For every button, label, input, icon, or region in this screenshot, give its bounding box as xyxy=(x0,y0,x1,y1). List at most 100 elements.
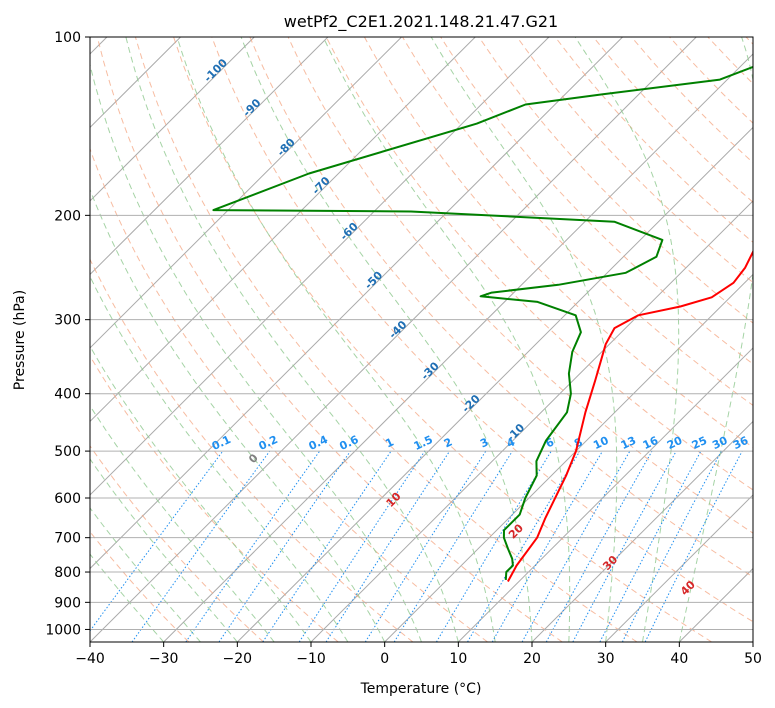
mixing-ratio-line xyxy=(90,450,224,632)
moist-adiabat-line xyxy=(90,507,201,642)
x-axis-label: Temperature (°C) xyxy=(360,681,482,697)
moist-adiabat-line xyxy=(322,37,571,642)
dry-adiabat-line xyxy=(96,37,563,642)
plot-frame xyxy=(89,36,754,643)
dry-adiabat-line xyxy=(554,37,753,243)
x-tick-label: 50 xyxy=(744,651,762,667)
moist-adiabat-line xyxy=(90,188,386,642)
isotherm-label: -30 xyxy=(419,359,442,382)
mixing-ratio-line xyxy=(393,450,513,642)
isotherm-line xyxy=(90,37,550,496)
isotherm-line xyxy=(531,420,753,642)
profiles xyxy=(212,65,753,582)
dry-adiabat-line xyxy=(707,37,753,85)
dry-adiabat-line xyxy=(287,37,753,534)
mixing-ratio-line xyxy=(298,450,426,642)
mixing-ratio-label: 13 xyxy=(619,434,638,452)
isotherm-line xyxy=(90,37,623,570)
pressure-grid xyxy=(90,37,753,630)
y-tick-label: 600 xyxy=(54,491,81,507)
dry-adiabat-line xyxy=(325,37,753,491)
isotherm-label: -100 xyxy=(201,56,230,85)
x-tick-label: 10 xyxy=(449,651,467,667)
mixing-ratio-line xyxy=(521,450,631,642)
mixing-ratio-line xyxy=(185,450,321,642)
moist-adiabat-line xyxy=(678,37,753,642)
y-tick-label: 200 xyxy=(54,208,81,224)
dry-adiabat-line xyxy=(173,37,712,642)
isotherm-line xyxy=(752,641,753,642)
isotherm-label: -40 xyxy=(386,318,409,341)
y-tick-label: 900 xyxy=(54,595,81,611)
moist-adiabat-label: 0 xyxy=(246,451,261,466)
x-tick-label: −40 xyxy=(75,651,105,667)
mixing-ratio-line xyxy=(325,450,451,642)
mixing-ratio-line xyxy=(218,450,351,642)
isotherm-label: -70 xyxy=(310,174,333,197)
isotherm-label: -90 xyxy=(240,96,263,119)
moist-adiabat-line xyxy=(90,275,349,642)
isotherm-line xyxy=(90,37,402,349)
moist-adiabat-line xyxy=(574,37,680,642)
mixing-ratio-label: 20 xyxy=(665,434,685,452)
mixing-ratio-line xyxy=(131,450,271,642)
x-axis: −40 −30 −20 −10 0 10 20 30 40 50 xyxy=(75,642,762,667)
y-tick-label: 700 xyxy=(54,531,81,547)
y-tick-label: 800 xyxy=(54,565,81,581)
chart-title: wetPf2_C2E1.2021.148.21.47.G21 xyxy=(284,12,558,32)
dry-adiabat-line xyxy=(90,147,488,642)
moist-adiabat-line xyxy=(90,62,422,642)
isotherm-line xyxy=(605,494,753,642)
isotherm-line xyxy=(90,37,329,276)
dry-adiabat-line xyxy=(249,37,753,578)
moist-adiabat-line xyxy=(90,404,275,642)
dry-adiabat-line xyxy=(90,445,264,642)
moist-adiabat-line xyxy=(125,37,459,642)
y-tick-label: 500 xyxy=(54,444,81,460)
dewpoint-profile xyxy=(212,65,753,580)
mixing-ratio-label: 1 xyxy=(383,435,395,450)
y-tick-label: 300 xyxy=(54,313,81,329)
temperature-profile xyxy=(507,249,753,582)
isotherm-line xyxy=(90,37,255,202)
y-tick-label: 1000 xyxy=(45,622,81,638)
isotherm-line xyxy=(678,567,753,642)
mixing-ratio-label: 25 xyxy=(690,434,709,452)
dry-adiabat-line xyxy=(90,355,339,642)
x-tick-label: 20 xyxy=(523,651,541,667)
mixing-ratio-label: 0.4 xyxy=(307,433,330,453)
mixing-ratio-line xyxy=(364,450,487,642)
moist-adiabat-line xyxy=(176,37,496,642)
mixing-ratio-line xyxy=(262,450,392,642)
mixing-ratio-line xyxy=(467,450,581,642)
mixing-ratio-line xyxy=(435,450,552,642)
mixing-ratio-line xyxy=(621,450,722,642)
background-lines xyxy=(90,37,753,642)
dry-adiabat-line xyxy=(745,37,753,45)
dry-adiabat-line xyxy=(90,530,190,642)
mixing-ratio-labels: 0.1 0.2 0.4 0.6 1 1.5 2 3 4 6 8 10 13 16 20 25 30 36 xyxy=(210,433,751,453)
isotherm-label: -50 xyxy=(362,268,385,291)
mixing-ratio-line xyxy=(545,450,653,642)
isotherm-label: -60 xyxy=(338,220,361,243)
y-tick-label: 400 xyxy=(54,387,81,403)
mixing-ratio-line xyxy=(572,450,677,642)
mixing-ratio-label: 0.1 xyxy=(210,433,233,453)
moist-adiabat-line xyxy=(90,553,165,642)
isotherm-line xyxy=(384,273,753,642)
dry-adiabat-line xyxy=(134,37,638,642)
x-tick-label: 0 xyxy=(380,651,389,667)
x-tick-label: −30 xyxy=(149,651,179,667)
dry-adiabat-line xyxy=(211,37,753,623)
y-axis-label: Pressure (hPa) xyxy=(12,290,28,390)
isotherm-label: -80 xyxy=(275,135,298,158)
x-tick-label: 30 xyxy=(597,651,615,667)
x-tick-label: 40 xyxy=(670,651,688,667)
dry-adiabat-line xyxy=(669,37,753,124)
mixing-ratio-line xyxy=(599,450,702,642)
isotherm-line xyxy=(310,200,753,642)
isotherm-line xyxy=(236,126,753,642)
y-axis: 100 200 300 400 500 600 700 800 900 1000 xyxy=(45,30,90,638)
isotherm-label: -20 xyxy=(460,392,483,415)
